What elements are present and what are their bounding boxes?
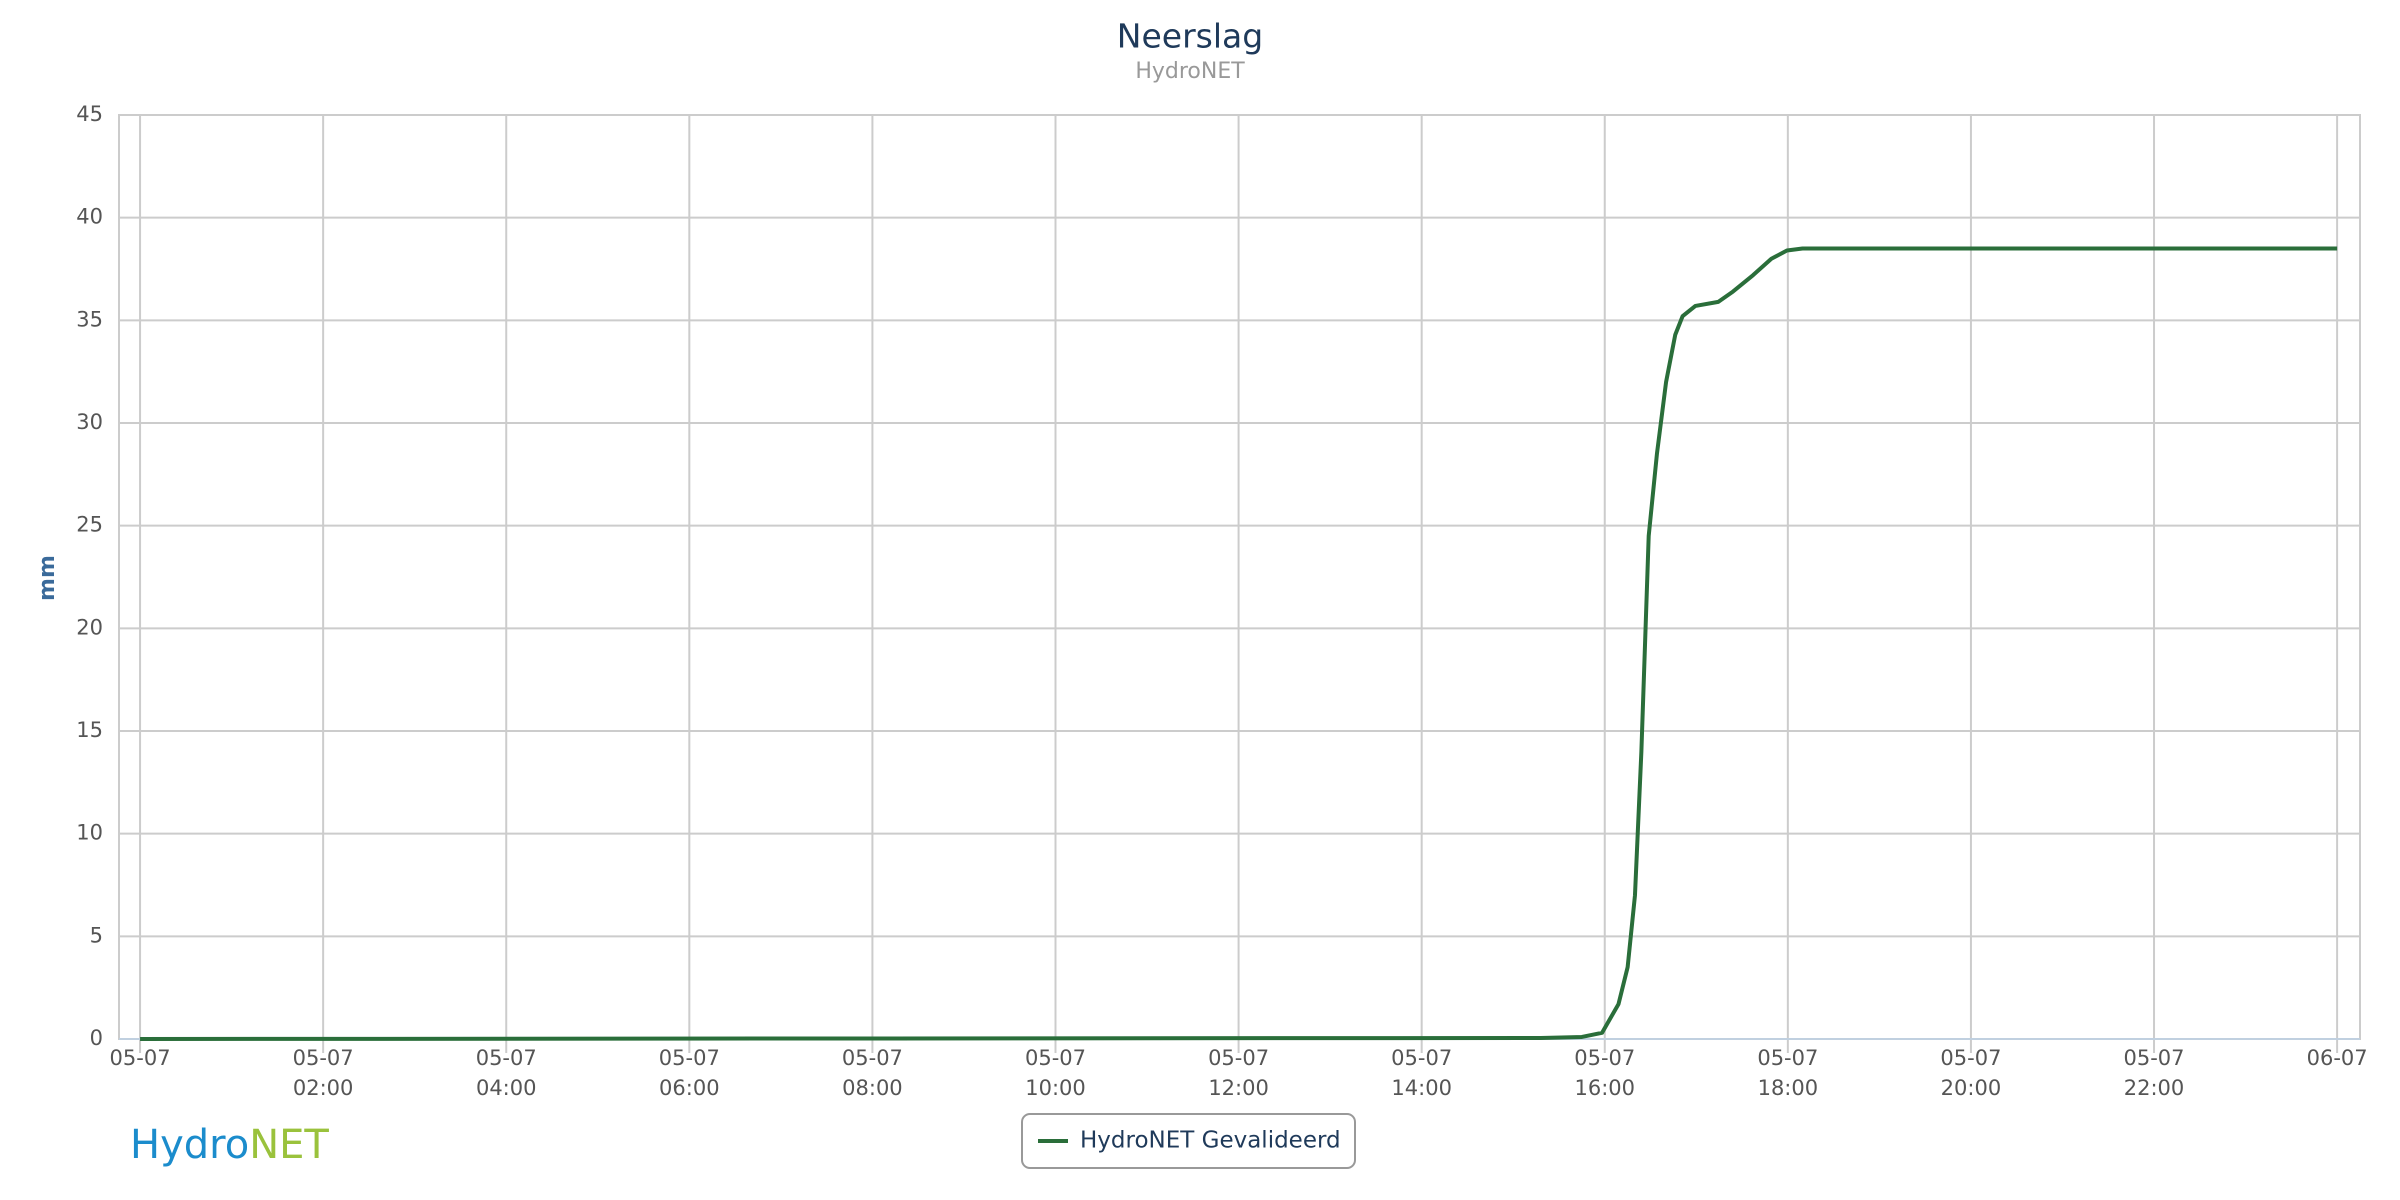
x-tick-label: 16:00: [1574, 1076, 1635, 1100]
x-tick-label: 05-07: [476, 1046, 537, 1070]
x-tick-label: 05-07: [1208, 1046, 1269, 1070]
x-tick-label: 05-07: [2124, 1046, 2185, 1070]
data-line: [140, 246, 2338, 1041]
x-tick-label: 05-07: [659, 1046, 720, 1070]
legend-label: HydroNET Gevalideerd: [1080, 1128, 1341, 1154]
x-tick-label: 05-07: [1025, 1046, 1086, 1070]
x-tick-label: 14:00: [1391, 1076, 1452, 1100]
x-tick-label: 22:00: [2124, 1076, 2185, 1100]
y-tick-label: 10: [76, 821, 103, 845]
logo-part: Hydro: [130, 1122, 249, 1168]
x-tick-label: 05-07: [110, 1046, 171, 1070]
x-tick-label: 12:00: [1208, 1076, 1269, 1100]
y-tick-label: 20: [76, 615, 103, 639]
x-tick-label: 04:00: [476, 1076, 537, 1100]
y-tick-label: 35: [76, 307, 103, 331]
y-tick-label: 0: [90, 1026, 103, 1050]
x-tick-label: 10:00: [1025, 1076, 1086, 1100]
legend-box: [1021, 1113, 1356, 1169]
x-tick-label: 05-07: [1757, 1046, 1818, 1070]
chart-subtitle: HydroNET: [1135, 59, 1245, 84]
y-tick-label: 15: [76, 718, 103, 742]
logo-part: NET: [249, 1122, 329, 1168]
x-tick-label: 06-07: [2307, 1046, 2368, 1070]
x-tick-label: 02:00: [293, 1076, 354, 1100]
y-tick-label: 45: [76, 102, 103, 126]
x-tick-label: 05-07: [842, 1046, 903, 1070]
y-tick-label: 25: [76, 513, 103, 537]
x-tick-label: 20:00: [1941, 1076, 2002, 1100]
y-axis-label: mm: [35, 555, 60, 601]
x-tick-label: 05-07: [1574, 1046, 1635, 1070]
legend: HydroNET Gevalideerd: [1021, 1113, 1356, 1169]
x-tick-label: 18:00: [1758, 1076, 1819, 1100]
x-tick-label: 06:00: [659, 1076, 720, 1100]
x-tick-label: 05-07: [1391, 1046, 1452, 1070]
y-tick-label: 40: [76, 205, 103, 229]
x-tick-label: 05-07: [1940, 1046, 2001, 1070]
x-tick-label: 08:00: [842, 1076, 903, 1100]
logo: HydroNET: [130, 1122, 329, 1168]
x-tick-label: 05-07: [293, 1046, 354, 1070]
y-tick-label: 30: [76, 410, 103, 434]
y-tick-label: 5: [90, 923, 103, 947]
chart-title: Neerslag: [1117, 17, 1263, 56]
